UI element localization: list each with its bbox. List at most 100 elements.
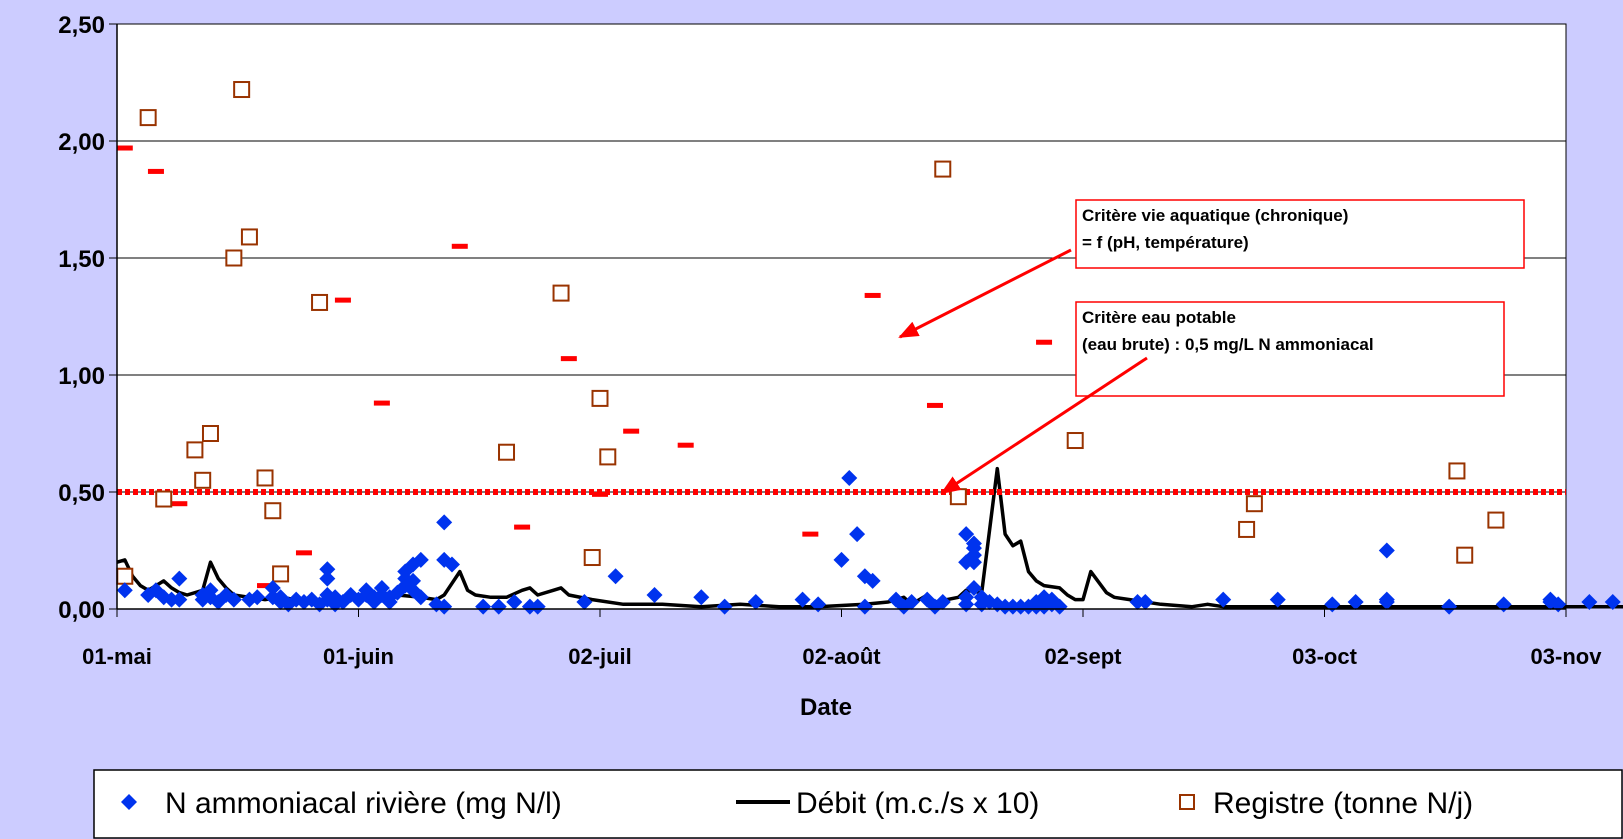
nh4-point — [116, 582, 133, 599]
nh4-point — [1051, 598, 1068, 615]
registre-point — [256, 469, 274, 487]
dash-point — [514, 524, 531, 530]
registre-point — [116, 567, 134, 585]
nh4-point — [965, 579, 982, 596]
annotation-line2: = f (pH, température) — [1082, 233, 1249, 252]
registre-point — [552, 284, 570, 302]
nh4-point — [475, 598, 492, 615]
nh4-point — [1441, 598, 1458, 615]
nh4-point — [965, 540, 982, 557]
nh4-point — [864, 572, 881, 589]
nh4-point — [646, 586, 663, 603]
nh4-point — [833, 551, 850, 568]
registre-point — [949, 488, 967, 506]
registre-point — [1245, 495, 1263, 513]
dash-point — [295, 550, 312, 556]
nh4-point — [1269, 591, 1286, 608]
legend-registre-marker — [1179, 794, 1195, 810]
x-tick-label: 03-nov — [1531, 644, 1603, 669]
dash-point — [257, 583, 274, 589]
nh4-point — [1129, 593, 1146, 610]
nh4-point — [934, 593, 951, 610]
legend: N ammoniacal rivière (mg N/l) Débit (m.c.… — [93, 769, 1623, 839]
registre-point — [1456, 546, 1474, 564]
legend-registre-label: Registre (tonne N/j) — [1213, 787, 1473, 820]
registre-point — [934, 160, 952, 178]
registre-point — [240, 228, 258, 246]
nh4-point — [1581, 593, 1598, 610]
x-tick-label: 02-sept — [1044, 644, 1122, 669]
annotations: Critère vie aquatique (chronique) = f (pH… — [898, 199, 1525, 495]
nh4-point — [958, 526, 975, 543]
y-tick-label: 1,50 — [58, 246, 105, 273]
registre-point — [498, 443, 516, 461]
annotation-line1: Critère vie aquatique (chronique) — [1082, 206, 1348, 225]
registre-point — [155, 490, 173, 508]
annotation-arrow — [940, 356, 1148, 495]
legend-box — [93, 769, 1623, 839]
dash-point — [373, 400, 390, 406]
nh4-point — [1378, 542, 1395, 559]
dash-point — [451, 243, 468, 249]
dash-point — [592, 491, 608, 497]
nh4-point — [506, 593, 523, 610]
nh4-point — [412, 589, 429, 606]
nh4-point — [225, 591, 242, 608]
nh4-point — [576, 593, 593, 610]
registre-point — [186, 441, 204, 459]
annotation-arrow — [898, 248, 1072, 339]
y-tick-label: 0,00 — [58, 597, 105, 624]
nh4-point — [1378, 591, 1395, 608]
nh4-point — [436, 598, 453, 615]
nh4-point — [529, 598, 546, 615]
nh4-point — [841, 469, 858, 486]
registre-point — [194, 471, 212, 489]
registre-point — [311, 293, 329, 311]
y-tick-label: 1,00 — [58, 363, 105, 390]
y-tick-label: 2,50 — [58, 12, 105, 39]
x-tick-label: 03-oct — [1292, 644, 1357, 669]
nh4-point — [171, 591, 188, 608]
registre-point — [599, 448, 617, 466]
registre-point — [264, 502, 282, 520]
dash-point — [334, 297, 351, 303]
registre-point — [1066, 432, 1084, 450]
y-tick-label: 2,00 — [58, 129, 105, 156]
nh4-point — [412, 551, 429, 568]
annotation-box — [1075, 199, 1525, 269]
dash-point — [864, 292, 881, 298]
nh4-point — [1604, 593, 1621, 610]
annotation-box — [1075, 301, 1505, 397]
dash-point — [116, 145, 133, 151]
dash-point — [623, 428, 640, 434]
nh4-point — [716, 598, 733, 615]
nh4-point — [856, 598, 873, 615]
nh4-point — [849, 526, 866, 543]
registre-point — [591, 389, 609, 407]
nh4-point — [319, 570, 336, 587]
axes: 0,00 0,50 1,00 1,50 2,00 2,50 01-mai 01-juin 02-… — [58, 12, 1602, 669]
dash-point — [926, 402, 943, 408]
nh4-point — [1542, 591, 1559, 608]
nh4-point — [794, 591, 811, 608]
annotation-line2: (eau brute) : 0,5 mg/L N ammoniacal — [1082, 335, 1374, 354]
registre-point — [201, 425, 219, 442]
registre-point — [1487, 511, 1505, 529]
registre-point — [139, 109, 157, 127]
dash-point — [171, 501, 188, 507]
legend-nh4-label: N ammoniacal rivière (mg N/l) — [165, 787, 562, 820]
nh4-point — [693, 589, 710, 606]
annotation-line1: Critère eau potable — [1082, 308, 1236, 327]
legend-nh4-marker — [121, 794, 137, 810]
dash-point — [560, 356, 577, 362]
nh4-point — [249, 589, 266, 606]
registre-point — [225, 249, 243, 267]
x-tick-label: 02-juil — [568, 644, 632, 669]
dash-point — [1036, 339, 1053, 345]
x-tick-label: 01-juin — [323, 644, 394, 669]
dash-point — [802, 531, 819, 537]
y-tick-label: 0,50 — [58, 480, 105, 507]
registre-point — [583, 549, 601, 567]
nh4-point — [1347, 593, 1364, 610]
